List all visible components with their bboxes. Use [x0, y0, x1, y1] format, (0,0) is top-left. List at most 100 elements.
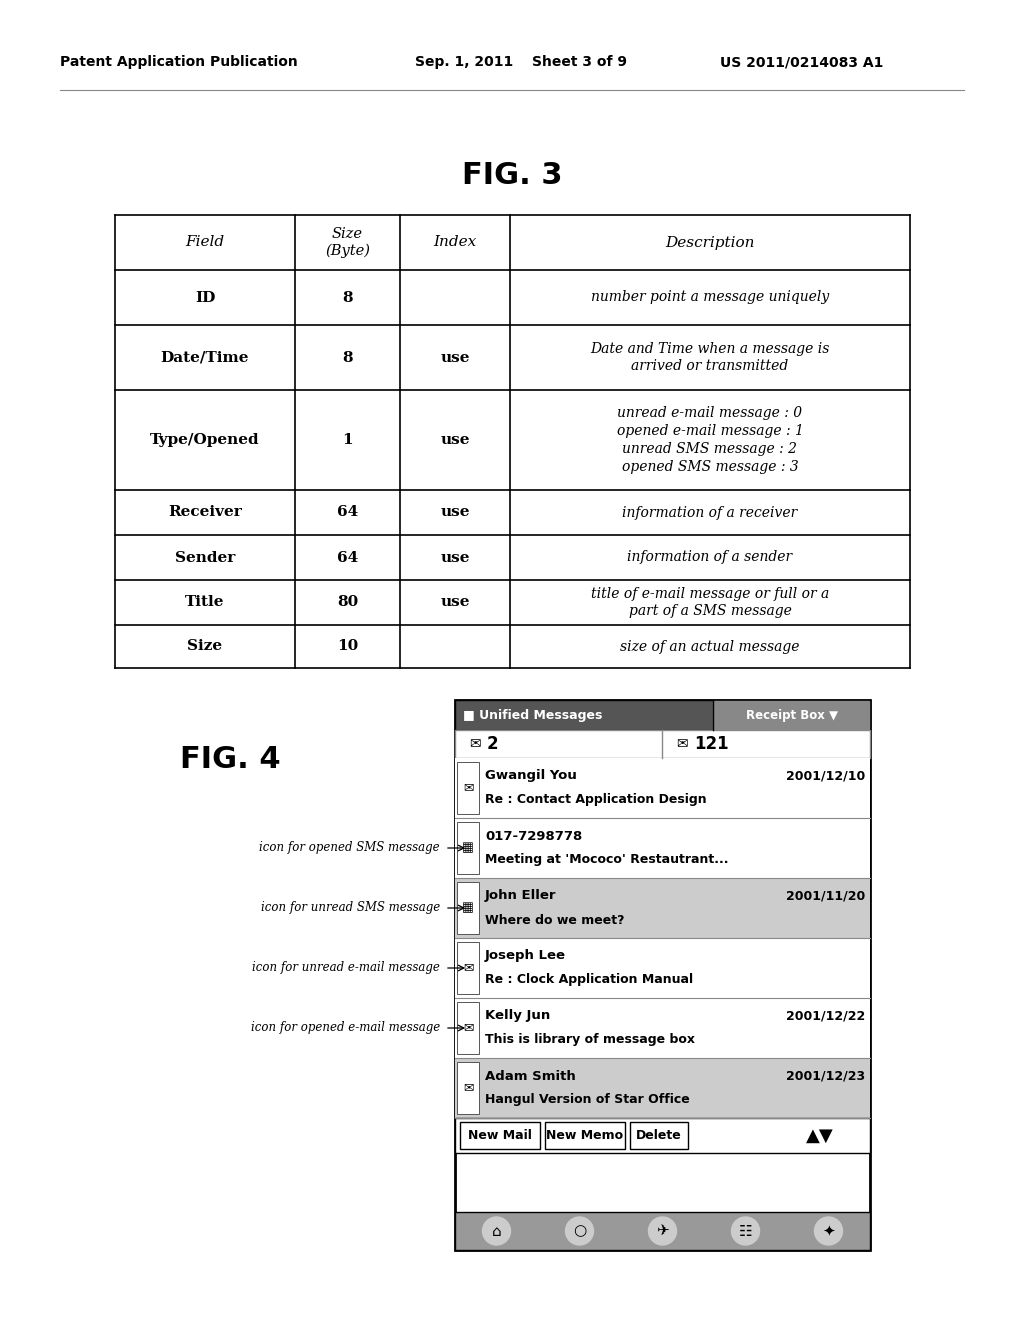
Text: information of a sender: information of a sender — [628, 550, 793, 565]
Text: ▦: ▦ — [462, 842, 474, 854]
Text: ✉: ✉ — [463, 781, 473, 795]
Text: John Eller: John Eller — [485, 890, 556, 903]
Text: ✉: ✉ — [463, 1081, 473, 1094]
Text: ✉: ✉ — [676, 737, 688, 751]
Bar — [455, 1118, 870, 1152]
Text: ID: ID — [195, 290, 215, 305]
Text: 2: 2 — [487, 735, 499, 752]
Text: information of a receiver: information of a receiver — [623, 506, 798, 520]
Bar — [455, 700, 870, 1250]
Text: Re : Clock Application Manual: Re : Clock Application Manual — [485, 974, 693, 986]
Text: 64: 64 — [337, 550, 358, 565]
Bar — [457, 882, 479, 935]
Text: Sender: Sender — [175, 550, 236, 565]
Text: use: use — [440, 351, 470, 364]
Text: Joseph Lee: Joseph Lee — [485, 949, 566, 962]
Text: Delete: Delete — [636, 1129, 682, 1142]
Text: use: use — [440, 595, 470, 610]
Circle shape — [814, 1217, 843, 1245]
Text: 017-7298778: 017-7298778 — [485, 829, 583, 842]
Text: icon for unread SMS message: icon for unread SMS message — [261, 902, 440, 915]
Text: Size
(Byte): Size (Byte) — [325, 227, 370, 259]
Text: 2001/12/10: 2001/12/10 — [785, 770, 865, 783]
Text: Patent Application Publication: Patent Application Publication — [60, 55, 298, 69]
Bar — [630, 1122, 688, 1148]
Text: FIG. 4: FIG. 4 — [179, 746, 281, 775]
Text: FIG. 3: FIG. 3 — [462, 161, 562, 190]
Text: Kelly Jun: Kelly Jun — [485, 1010, 550, 1023]
Text: Date and Time when a message is
arrived or transmitted: Date and Time when a message is arrived … — [590, 342, 829, 374]
Text: This is library of message box: This is library of message box — [485, 1034, 695, 1047]
Text: Re : Contact Application Design: Re : Contact Application Design — [485, 793, 707, 807]
Text: use: use — [440, 433, 470, 447]
Bar — [455, 998, 870, 1059]
Text: unread e-mail message : 0
opened e-mail message : 1
unread SMS message : 2
opene: unread e-mail message : 0 opened e-mail … — [616, 407, 804, 474]
Text: 64: 64 — [337, 506, 358, 520]
Text: New Memo: New Memo — [547, 1129, 624, 1142]
Circle shape — [648, 1217, 677, 1245]
Text: 2001/12/22: 2001/12/22 — [785, 1010, 865, 1023]
Text: Where do we meet?: Where do we meet? — [485, 913, 625, 927]
Circle shape — [565, 1217, 594, 1245]
Text: Receipt Box ▼: Receipt Box ▼ — [745, 709, 838, 722]
Text: ○: ○ — [572, 1224, 586, 1238]
Text: 1: 1 — [342, 433, 353, 447]
Text: Date/Time: Date/Time — [161, 351, 249, 364]
Text: Hangul Version of Star Office: Hangul Version of Star Office — [485, 1093, 690, 1106]
Text: ⌂: ⌂ — [492, 1224, 502, 1238]
Text: ☷: ☷ — [738, 1224, 753, 1238]
Bar — [713, 701, 869, 729]
Circle shape — [482, 1217, 511, 1245]
Bar — [455, 730, 870, 758]
Text: 10: 10 — [337, 639, 358, 653]
Text: ■ Unified Messages: ■ Unified Messages — [463, 709, 602, 722]
Bar — [457, 1002, 479, 1053]
Text: ✦: ✦ — [822, 1224, 835, 1238]
Bar — [457, 1063, 479, 1114]
Text: Title: Title — [185, 595, 224, 610]
Text: number point a message uniquely: number point a message uniquely — [591, 290, 829, 305]
Text: US 2011/0214083 A1: US 2011/0214083 A1 — [720, 55, 884, 69]
Bar — [455, 1059, 870, 1118]
Bar — [457, 762, 479, 814]
Bar — [455, 878, 870, 939]
Text: 8: 8 — [342, 290, 353, 305]
Text: use: use — [440, 550, 470, 565]
Bar — [455, 1212, 870, 1250]
Text: ✉: ✉ — [469, 737, 480, 751]
Text: Gwangil You: Gwangil You — [485, 770, 577, 783]
Text: Type/Opened: Type/Opened — [151, 433, 260, 447]
Bar — [455, 758, 870, 818]
Text: size of an actual message: size of an actual message — [621, 639, 800, 653]
Text: use: use — [440, 506, 470, 520]
Text: 121: 121 — [694, 735, 729, 752]
Text: icon for opened e-mail message: icon for opened e-mail message — [251, 1022, 440, 1035]
Text: icon for unread e-mail message: icon for unread e-mail message — [252, 961, 440, 974]
Text: ✈: ✈ — [656, 1224, 669, 1238]
Text: Adam Smith: Adam Smith — [485, 1069, 575, 1082]
Text: icon for opened SMS message: icon for opened SMS message — [259, 842, 440, 854]
Bar — [457, 822, 479, 874]
Text: ✉: ✉ — [463, 1022, 473, 1035]
Text: Sheet 3 of 9: Sheet 3 of 9 — [532, 55, 627, 69]
Bar — [545, 1122, 625, 1148]
Text: 80: 80 — [337, 595, 358, 610]
Text: Description: Description — [666, 235, 755, 249]
Text: 2001/11/20: 2001/11/20 — [785, 890, 865, 903]
Text: Size: Size — [187, 639, 222, 653]
Text: Meeting at 'Mococo' Restautrant...: Meeting at 'Mococo' Restautrant... — [485, 854, 728, 866]
Bar — [457, 942, 479, 994]
Bar — [455, 939, 870, 998]
Text: title of e-mail message or full or a
part of a SMS message: title of e-mail message or full or a par… — [591, 586, 829, 619]
Bar — [455, 700, 870, 730]
Text: Sep. 1, 2011: Sep. 1, 2011 — [415, 55, 513, 69]
Bar — [460, 1122, 540, 1148]
Text: ▦: ▦ — [462, 902, 474, 915]
Text: 2001/12/23: 2001/12/23 — [785, 1069, 865, 1082]
Text: ▲▼: ▲▼ — [806, 1126, 834, 1144]
Text: Index: Index — [433, 235, 476, 249]
Text: ✉: ✉ — [463, 961, 473, 974]
Circle shape — [731, 1217, 760, 1245]
Text: Receiver: Receiver — [168, 506, 242, 520]
Text: Field: Field — [185, 235, 224, 249]
